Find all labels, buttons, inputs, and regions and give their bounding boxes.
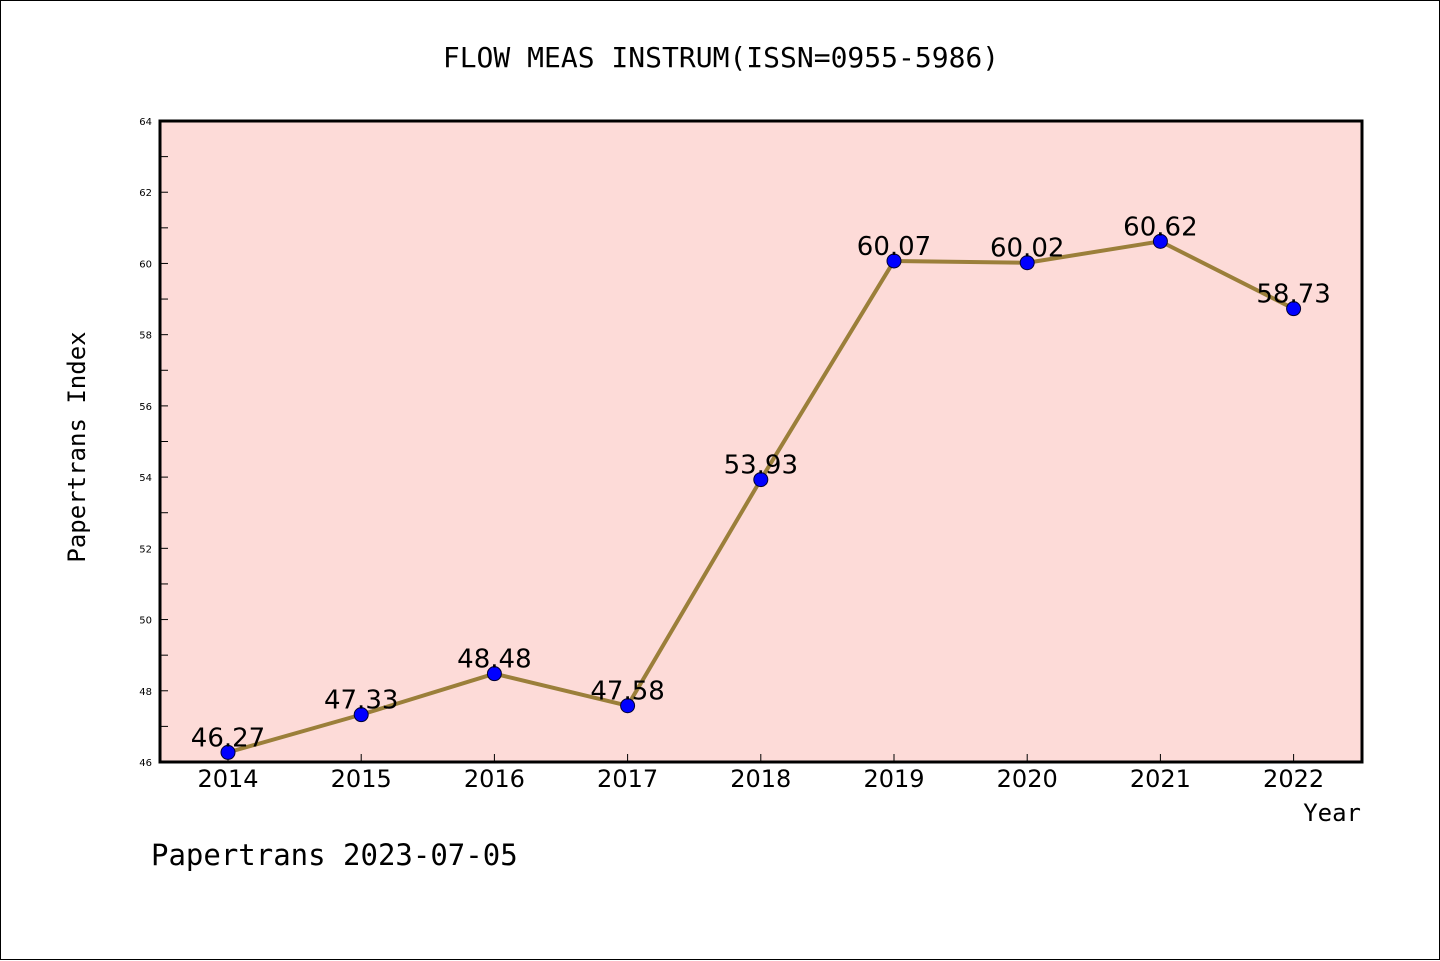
y-tick-label: 52 <box>139 544 152 555</box>
data-point <box>886 253 902 269</box>
data-point <box>753 472 769 488</box>
x-tick-label: 2019 <box>863 765 924 793</box>
data-label: 48.48 <box>457 645 531 675</box>
data-point <box>620 698 636 714</box>
data-points-group <box>220 233 1302 760</box>
x-tick-label: 2015 <box>331 765 392 793</box>
data-point <box>1019 255 1035 271</box>
x-tick-label: 2018 <box>730 765 791 793</box>
y-axis-label: Papertrans Index <box>63 331 91 562</box>
data-labels-group: 46.27 47.33 48.48 47.58 53.93 60.07 60.02 60.62… <box>191 212 1331 753</box>
y-axis-ticks: 46 48 50 52 54 56 58 60 62 64 <box>139 117 168 769</box>
data-label: 60.02 <box>990 234 1064 264</box>
x-axis-label: Year <box>1303 799 1361 827</box>
y-tick-label: 46 <box>139 758 152 769</box>
x-tick-label: 2020 <box>997 765 1058 793</box>
footer-credit: Papertrans 2023-07-05 <box>151 838 518 872</box>
y-tick-label: 58 <box>139 331 152 342</box>
data-label: 58.73 <box>1256 280 1330 310</box>
x-axis-ticks: 2014 2015 2016 2017 2018 2019 2020 2021 2022 <box>197 754 1324 793</box>
y-tick-label: 48 <box>139 687 152 698</box>
plot-area <box>158 119 1364 764</box>
data-label: 60.62 <box>1123 212 1197 242</box>
y-tick-label: 64 <box>139 117 152 128</box>
y-tick-label: 50 <box>139 616 152 627</box>
data-point <box>1152 233 1168 249</box>
data-point <box>1286 301 1302 317</box>
y-tick-label: 62 <box>139 188 152 199</box>
data-label: 60.07 <box>857 232 931 262</box>
x-tick-label: 2016 <box>464 765 525 793</box>
x-tick-label: 2017 <box>597 765 658 793</box>
x-tick-label: 2014 <box>197 765 258 793</box>
y-tick-label: 54 <box>139 473 152 484</box>
data-point <box>353 707 369 723</box>
chart-title: FLOW MEAS INSTRUM(ISSN=0955-5986) <box>443 41 999 74</box>
data-point <box>486 666 502 682</box>
x-tick-label: 2022 <box>1263 765 1324 793</box>
x-tick-label: 2021 <box>1130 765 1191 793</box>
y-tick-label: 56 <box>139 402 152 413</box>
y-tick-label: 60 <box>139 259 152 270</box>
data-point <box>220 744 236 760</box>
data-label: 46.27 <box>191 723 265 753</box>
data-label: 47.33 <box>324 686 398 716</box>
data-label: 47.58 <box>590 677 664 707</box>
data-label: 53.93 <box>724 451 798 481</box>
